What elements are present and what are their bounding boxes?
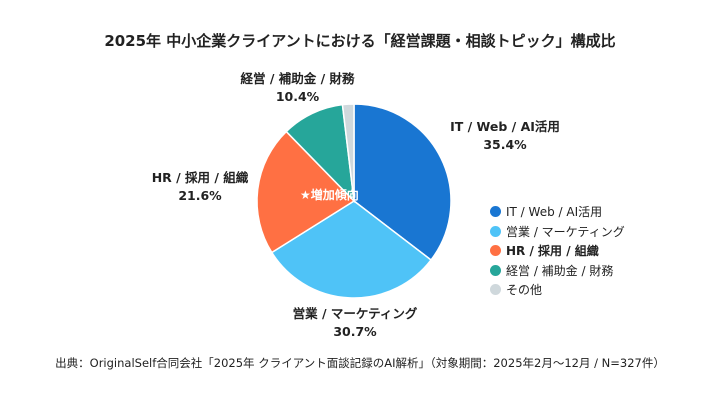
legend-label: 経営 / 補助金 / 財務 bbox=[506, 263, 614, 278]
chart-title: 2025年 中小企業クライアントにおける「経営課題・相談トピック」構成比 bbox=[104, 32, 616, 50]
slice-label-hr: HR / 採用 / 組織 21.6% bbox=[140, 169, 260, 205]
legend-label: IT / Web / AI活用 bbox=[506, 205, 603, 220]
legend-label: その他 bbox=[506, 283, 543, 298]
legend-swatch bbox=[490, 206, 501, 218]
slice-label-value: 10.4% bbox=[275, 89, 320, 104]
slice-label-marketing: 営業 / マーケティング 30.7% bbox=[270, 305, 440, 341]
slice-label-value: 21.6% bbox=[178, 188, 222, 203]
slice-label-value: 35.4% bbox=[483, 137, 527, 152]
slice-label-name: HR / 採用 / 組織 bbox=[151, 170, 249, 185]
slice-label-name: IT / Web / AI活用 bbox=[450, 119, 560, 134]
growth-annotation: ★増加傾向 bbox=[300, 188, 359, 202]
slice-label-it: IT / Web / AI活用 35.4% bbox=[440, 118, 570, 154]
legend-label: 営業 / マーケティング bbox=[506, 224, 625, 239]
pie-slice bbox=[341, 103, 355, 202]
legend-item: IT / Web / AI活用 bbox=[490, 202, 625, 222]
legend: IT / Web / AI活用営業 / マーケティング HR / 採用 / 組織経… bbox=[490, 202, 625, 300]
legend-label: HR / 採用 / 組織 bbox=[506, 244, 599, 259]
slice-label-value: 30.7% bbox=[333, 324, 377, 339]
legend-swatch bbox=[490, 245, 501, 257]
source-note: 出典：OriginalSelf合同会社「2025年 クライアント面談記録のAI解… bbox=[55, 356, 665, 370]
slice-label-finance: 経営 / 補助金 / 財務 10.4% bbox=[225, 70, 370, 106]
legend-swatch bbox=[490, 264, 501, 276]
legend-swatch bbox=[490, 225, 501, 237]
legend-item: 経営 / 補助金 / 財務 bbox=[490, 261, 625, 281]
slice-label-name: 営業 / マーケティング bbox=[292, 306, 418, 321]
pie-slice bbox=[270, 200, 433, 299]
legend-item: その他 bbox=[490, 280, 625, 300]
pie-slice bbox=[256, 130, 356, 254]
legend-swatch bbox=[490, 284, 501, 296]
pie-slice bbox=[353, 103, 452, 262]
legend-item: 営業 / マーケティング bbox=[490, 222, 625, 242]
slice-label-name: 経営 / 補助金 / 財務 bbox=[240, 71, 355, 86]
legend-item: HR / 採用 / 組織 bbox=[490, 241, 625, 261]
